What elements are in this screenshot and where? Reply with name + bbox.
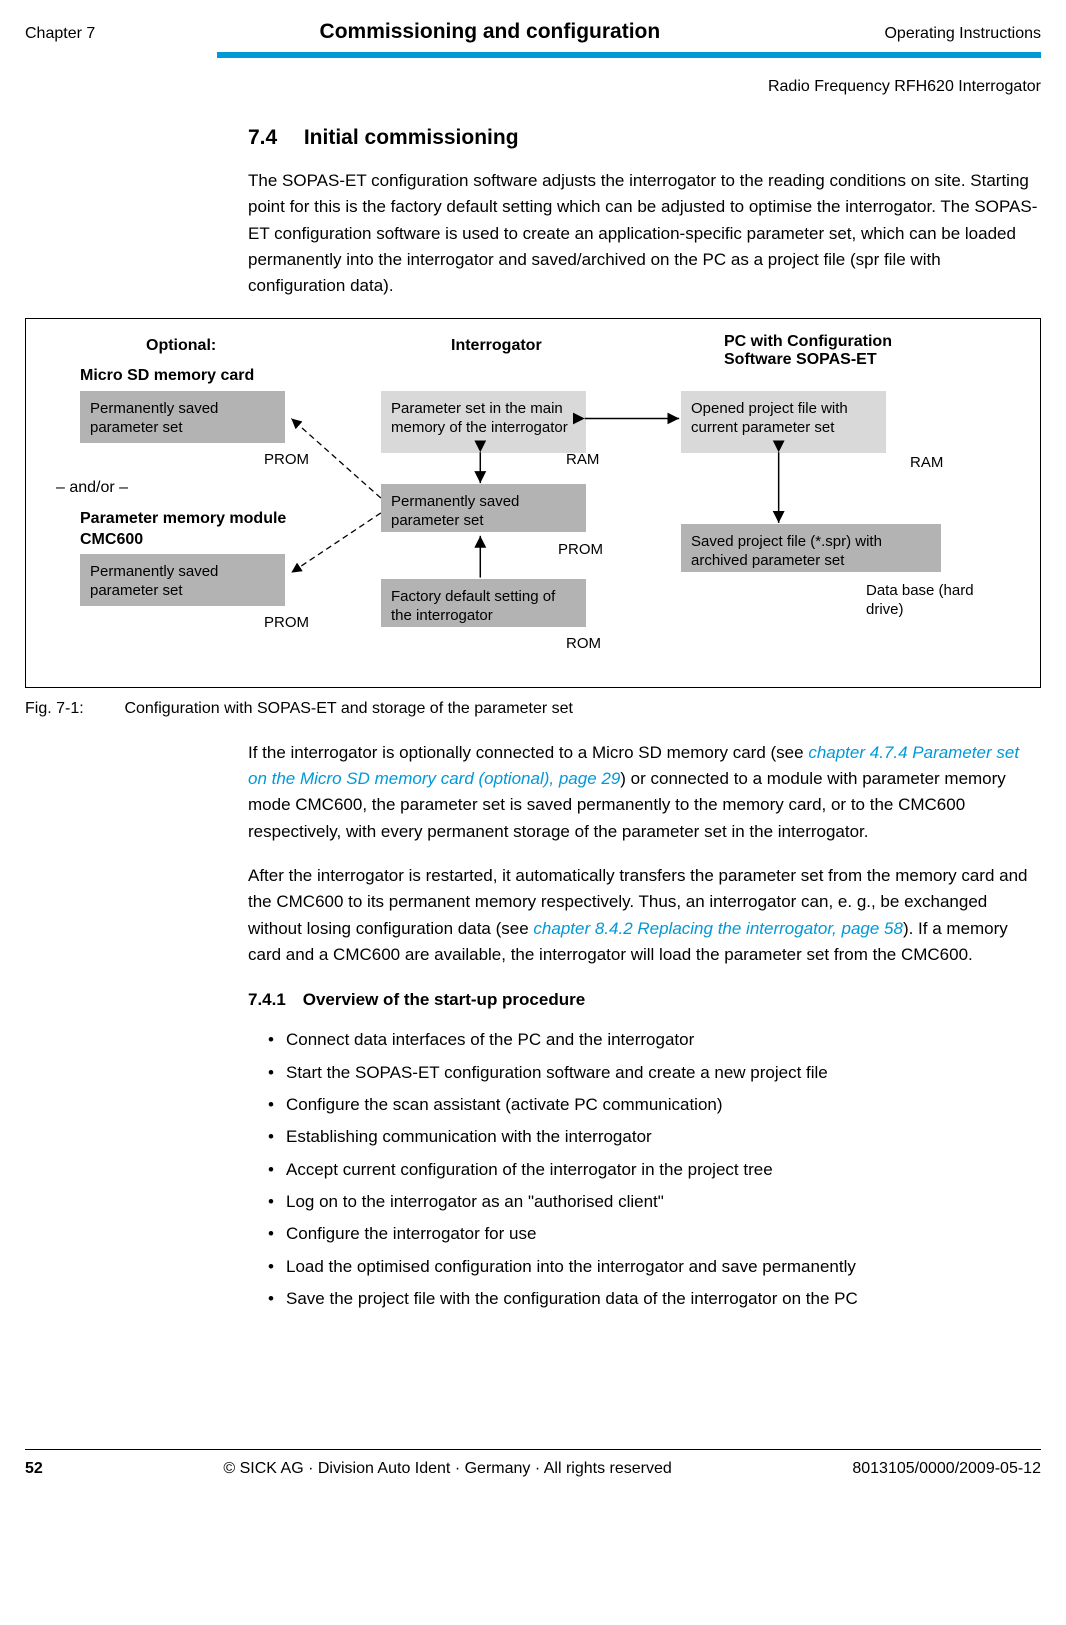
list-item: Save the project file with the configura… [268,1283,1041,1315]
mem-prom-2: PROM [264,614,309,631]
chapter-label: Chapter 7 [25,25,95,43]
product-subheader: Radio Frequency RFH620 Interrogator [0,68,1066,96]
link-ch842[interactable]: chapter 8.4.2 Replacing the interrogator… [533,919,903,938]
p2-t1: If the interrogator is optionally connec… [248,743,808,762]
chapter-title: Commissioning and configuration [320,20,661,44]
mem-prom-1: PROM [264,451,309,468]
box-cmc-perm: Permanently saved parameter set [80,554,285,606]
list-item: Configure the interrogator for use [268,1218,1041,1250]
label-andor: – and/or – [56,479,128,497]
subsection-number: 7.4.1 [248,990,298,1010]
subsection-heading: 7.4.1 Overview of the start-up procedure [248,990,1041,1010]
list-item: Load the optimised configuration into th… [268,1251,1041,1283]
paragraph-3: After the interrogator is restarted, it … [248,863,1041,968]
box-factory: Factory default setting of the interroga… [381,579,586,627]
paragraph-2: If the interrogator is optionally connec… [248,740,1041,845]
label-pc: PC with Configuration Software SOPAS-ET [724,333,944,369]
page-number: 52 [25,1460,43,1478]
list-item: Log on to the interrogator as an "author… [268,1186,1041,1218]
footer-center: © SICK AG · Division Auto Ident · German… [223,1460,671,1478]
doc-type: Operating Instructions [884,25,1041,43]
label-optional: Optional: [146,337,216,355]
list-item: Establishing communication with the inte… [268,1121,1041,1153]
label-db: Data base (hard drive) [866,581,976,620]
subsection-title: Overview of the start-up procedure [303,990,585,1009]
label-sd: Micro SD memory card [80,367,254,385]
section-number: 7.4 [248,126,298,150]
label-interrogator: Interrogator [451,337,542,355]
mem-ram-1: RAM [566,451,599,468]
section-title: Initial commissioning [304,126,519,149]
box-saved: Saved project file (*.spr) with archived… [681,524,941,572]
list-item: Connect data interfaces of the PC and th… [268,1024,1041,1056]
box-int-perm: Permanently saved parameter set [381,484,586,532]
figure-caption: Fig. 7-1: Configuration with SOPAS-ET an… [25,700,1066,718]
mem-prom-3: PROM [558,541,603,558]
section-heading: 7.4 Initial commissioning [248,126,1041,150]
label-pmm: Parameter memory module CMC600 [80,509,320,551]
header-rule [217,52,1041,58]
footer-right: 8013105/0000/2009-05-12 [852,1460,1041,1478]
figure-number: Fig. 7-1: [25,700,120,718]
list-item: Start the SOPAS-ET configuration softwar… [268,1057,1041,1089]
box-main-mem: Parameter set in the main memory of the … [381,391,586,453]
box-opened: Opened project file with current paramet… [681,391,886,453]
list-item: Accept current configuration of the inte… [268,1154,1041,1186]
startup-list: Connect data interfaces of the PC and th… [248,1024,1041,1315]
figure-caption-text: Configuration with SOPAS-ET and storage … [124,700,573,717]
list-item: Configure the scan assistant (activate P… [268,1089,1041,1121]
mem-rom-1: ROM [566,635,601,652]
intro-paragraph: The SOPAS-ET configuration software adju… [248,168,1041,300]
config-diagram: Optional: Interrogator PC with Configura… [25,318,1041,688]
mem-ram-2: RAM [910,454,943,471]
box-sd-perm: Permanently saved parameter set [80,391,285,443]
